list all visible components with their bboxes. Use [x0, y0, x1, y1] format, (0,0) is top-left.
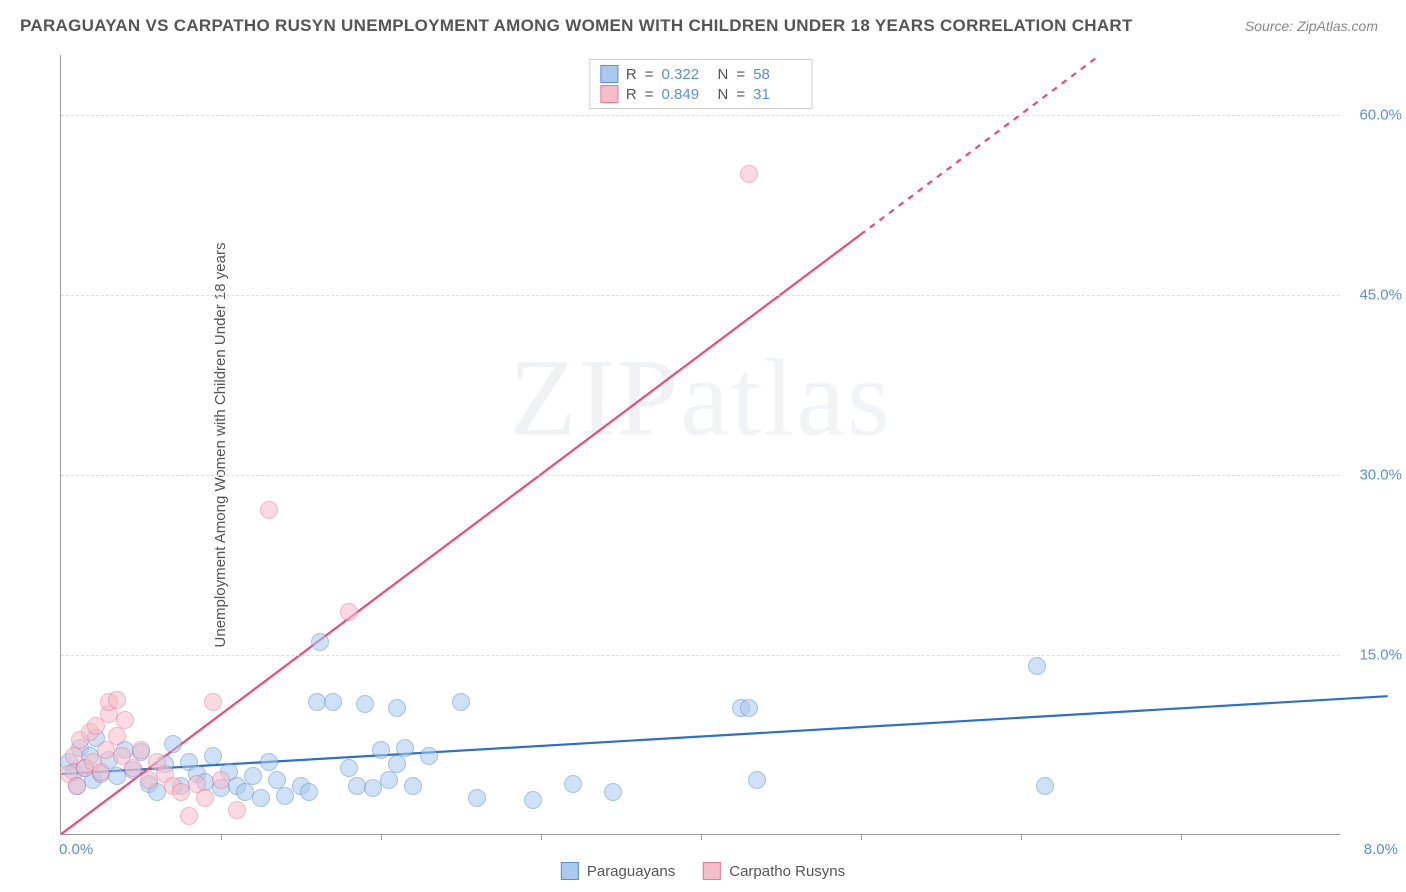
- scatter-point: [204, 747, 222, 765]
- x-tick-left: 0.0%: [59, 841, 93, 858]
- scatter-point: [276, 787, 294, 805]
- scatter-point: [204, 693, 222, 711]
- x-tick-mark: [1021, 834, 1022, 840]
- scatter-point: [420, 747, 438, 765]
- scatter-point: [324, 693, 342, 711]
- legend-swatch-carpatho: [703, 862, 721, 880]
- scatter-point: [1036, 777, 1054, 795]
- stats-row-0: R = 0.322 N = 58: [600, 64, 801, 84]
- r-label-1: R: [626, 86, 637, 103]
- scatter-point: [564, 775, 582, 793]
- x-tick-mark: [861, 834, 862, 840]
- source-label: Source:: [1245, 18, 1293, 34]
- scatter-point: [164, 735, 182, 753]
- scatter-point: [92, 763, 110, 781]
- scatter-point: [116, 711, 134, 729]
- scatter-point: [260, 753, 278, 771]
- eq3: =: [645, 86, 654, 103]
- legend-label-0: Paraguayans: [587, 863, 675, 880]
- scatter-point: [108, 727, 126, 745]
- n-value-1: 31: [753, 86, 801, 103]
- swatch-paraguayans: [600, 65, 618, 83]
- scatter-point: [260, 501, 278, 519]
- x-tick-mark: [381, 834, 382, 840]
- gridline-h: [61, 655, 1340, 656]
- scatter-point: [340, 759, 358, 777]
- y-tick-label: 30.0%: [1346, 467, 1402, 484]
- scatter-point: [244, 767, 262, 785]
- gridline-h: [61, 295, 1340, 296]
- y-tick-label: 60.0%: [1346, 107, 1402, 124]
- scatter-point: [388, 699, 406, 717]
- chart-title: PARAGUAYAN VS CARPATHO RUSYN UNEMPLOYMEN…: [20, 16, 1133, 36]
- x-tick-mark: [221, 834, 222, 840]
- scatter-point: [452, 693, 470, 711]
- legend-item-0: Paraguayans: [561, 862, 675, 880]
- scatter-point: [252, 789, 270, 807]
- y-tick-label: 45.0%: [1346, 287, 1402, 304]
- trend-line: [860, 55, 1100, 235]
- x-tick-mark: [701, 834, 702, 840]
- trend-lines-svg: [61, 55, 1340, 834]
- n-value-0: 58: [753, 66, 801, 83]
- x-tick-mark: [541, 834, 542, 840]
- scatter-point: [740, 699, 758, 717]
- scatter-point: [468, 789, 486, 807]
- eq4: =: [736, 86, 745, 103]
- bottom-legend: Paraguayans Carpatho Rusyns: [561, 862, 845, 880]
- r-value-0: 0.322: [662, 66, 710, 83]
- scatter-point: [196, 789, 214, 807]
- r-value-1: 0.849: [662, 86, 710, 103]
- n-label: N: [718, 66, 729, 83]
- n-label-1: N: [718, 86, 729, 103]
- scatter-point: [132, 741, 150, 759]
- gridline-h: [61, 475, 1340, 476]
- scatter-point: [740, 165, 758, 183]
- scatter-point: [300, 783, 318, 801]
- source-citation: Source: ZipAtlas.com: [1245, 18, 1378, 34]
- scatter-point: [1028, 657, 1046, 675]
- scatter-point: [311, 633, 329, 651]
- gridline-h: [61, 115, 1340, 116]
- scatter-point: [180, 807, 198, 825]
- scatter-point: [372, 741, 390, 759]
- plot-area: ZIPatlas R = 0.322 N = 58 R = 0.849 N = …: [60, 55, 1340, 835]
- scatter-point: [340, 603, 358, 621]
- scatter-point: [124, 759, 142, 777]
- x-tick-right: 8.0%: [1364, 841, 1398, 858]
- legend-label-1: Carpatho Rusyns: [729, 863, 845, 880]
- y-tick-label: 15.0%: [1346, 647, 1402, 664]
- stats-row-1: R = 0.849 N = 31: [600, 84, 801, 104]
- legend-swatch-paraguayans: [561, 862, 579, 880]
- scatter-point: [404, 777, 422, 795]
- scatter-point: [396, 739, 414, 757]
- swatch-carpatho: [600, 85, 618, 103]
- scatter-point: [380, 771, 398, 789]
- scatter-point: [108, 691, 126, 709]
- scatter-point: [212, 771, 230, 789]
- r-label: R: [626, 66, 637, 83]
- scatter-point: [748, 771, 766, 789]
- scatter-point: [524, 791, 542, 809]
- scatter-point: [228, 801, 246, 819]
- scatter-point: [388, 755, 406, 773]
- stats-legend: R = 0.322 N = 58 R = 0.849 N = 31: [589, 59, 812, 109]
- x-tick-mark: [1181, 834, 1182, 840]
- scatter-point: [604, 783, 622, 801]
- chart-container: PARAGUAYAN VS CARPATHO RUSYN UNEMPLOYMEN…: [0, 0, 1406, 892]
- eq: =: [645, 66, 654, 83]
- scatter-point: [68, 777, 86, 795]
- legend-item-1: Carpatho Rusyns: [703, 862, 845, 880]
- source-value: ZipAtlas.com: [1297, 18, 1378, 34]
- eq2: =: [736, 66, 745, 83]
- scatter-point: [356, 695, 374, 713]
